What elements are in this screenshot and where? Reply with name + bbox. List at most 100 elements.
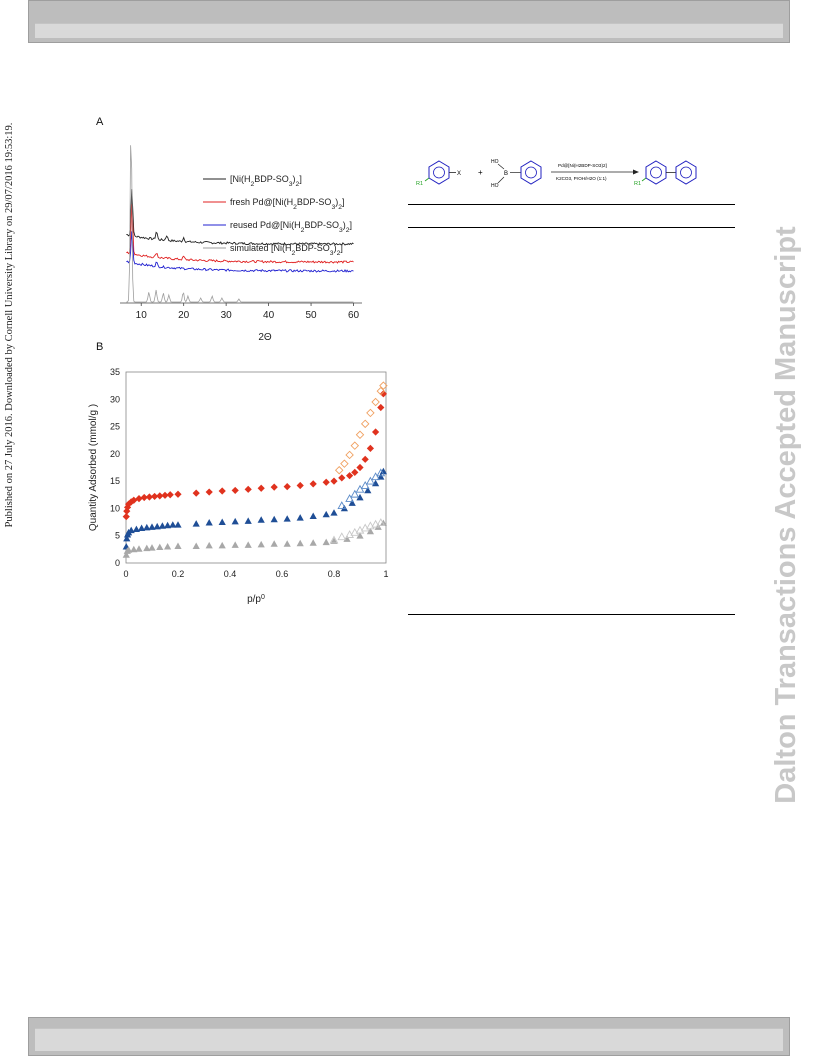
x-tick-label: 20	[178, 310, 190, 321]
isotherm-point-s2	[153, 522, 161, 530]
isotherm-point-s3	[366, 476, 375, 485]
isotherm-point-s0	[330, 477, 338, 485]
isotherm-point-s0	[130, 496, 138, 504]
isotherm-point-s4	[330, 537, 338, 545]
isotherm-point-s2	[340, 504, 348, 512]
benzene-ring	[520, 160, 542, 185]
isotherm-point-s5	[376, 518, 386, 526]
x-tick-label: 0.8	[328, 569, 341, 579]
table-bottom-rule	[408, 614, 735, 615]
benzene-ring	[645, 160, 667, 185]
isotherm-point-s4	[135, 545, 143, 552]
isotherm-point-s2	[372, 479, 380, 487]
footer-bar	[28, 1017, 790, 1056]
isotherm-point-s1	[360, 419, 370, 429]
isotherm-point-s4	[218, 541, 226, 549]
isotherm-point-s4	[125, 546, 133, 553]
isotherm-point-s0	[145, 493, 153, 501]
isotherm-point-s2	[231, 517, 239, 525]
isotherm-point-s4	[192, 542, 200, 549]
isotherm-point-s1	[350, 441, 360, 450]
isotherm-point-s2	[192, 520, 200, 527]
isotherm-point-s4	[130, 545, 138, 553]
x-tick-label: 1	[383, 569, 388, 579]
legend-label: [Ni(H2BDP-SO3)2]	[230, 174, 302, 188]
isotherm-point-s2	[218, 518, 226, 525]
table-top-rule	[408, 204, 735, 205]
isotherm-point-s2	[244, 517, 252, 524]
isotherm-point-s4	[356, 532, 364, 539]
isotherm-point-s0	[338, 474, 346, 482]
legend-label: simulated [Ni(H2BDP-SO3)2]	[230, 243, 343, 257]
isotherm-point-s2	[205, 519, 213, 526]
boron-label: B	[504, 171, 508, 177]
xrd-chart: 10 20 30 40 50 60 2Θ [Ni(H2BDP-SO3)2] fresh Pd@…	[120, 145, 362, 343]
isotherm-point-s0	[296, 481, 304, 490]
bond-b-top	[497, 163, 505, 170]
table-header-rule	[408, 227, 735, 228]
y-tick-label: 20	[110, 449, 120, 459]
isotherm-point-s0	[356, 463, 364, 472]
isotherm-point-s0	[366, 444, 374, 452]
legend-label: reused Pd@[Ni(H2BDP-SO3)2]	[230, 220, 352, 234]
aryl-halide: X R1	[416, 160, 461, 187]
x-tick-label: 0	[123, 569, 128, 579]
isotherm-point-s0	[205, 488, 213, 496]
isotherm-point-s2	[169, 521, 177, 528]
isotherm-point-s4	[343, 535, 351, 542]
isotherm-point-s3	[371, 472, 380, 481]
isotherm-point-s0	[151, 492, 159, 501]
isotherm-point-s5	[366, 521, 375, 530]
isotherm-point-s3	[376, 468, 386, 477]
isotherm-point-s0	[127, 498, 135, 506]
isotherm-point-s0	[351, 468, 359, 477]
isotherm-point-s4	[122, 551, 130, 558]
x-tick-label: 10	[136, 310, 148, 321]
xrd-series-2	[126, 231, 354, 273]
isotherm-point-s0	[361, 455, 369, 463]
plus-sign: +	[478, 168, 483, 177]
isotherm-point-s4	[309, 539, 317, 546]
isotherm-point-s2	[379, 467, 387, 475]
isotherm-point-s0	[135, 495, 143, 503]
isotherm-point-s1	[366, 408, 375, 418]
isotherm-point-s0	[270, 483, 278, 491]
isotherm-point-s2	[257, 516, 265, 523]
isotherm-point-s0	[161, 491, 169, 499]
isotherm-point-s4	[174, 542, 182, 549]
y-tick-label: 0	[115, 558, 120, 568]
x-tick-label: 0.4	[224, 569, 237, 579]
isotherm-point-s4	[143, 544, 151, 552]
x-tick-label: 60	[348, 310, 360, 321]
isotherm-point-s4	[322, 538, 330, 546]
isotherm-point-s3	[350, 489, 360, 498]
isotherm-point-s1	[379, 381, 388, 390]
isotherm-point-s2	[356, 493, 364, 501]
panel-a-label: A	[96, 116, 104, 128]
plot-frame	[125, 371, 387, 564]
ho-bottom: HO	[491, 183, 499, 189]
arrow-head	[633, 169, 639, 175]
isotherm-point-s0	[346, 472, 354, 480]
x-tick-label: 30	[221, 310, 233, 321]
benzene-ring	[428, 160, 450, 185]
aromatic-circle	[650, 166, 662, 179]
x-tick-label: 50	[305, 310, 317, 321]
isotherm-point-s1	[355, 430, 365, 439]
header-bar-inner	[35, 23, 783, 38]
x-axis-label: 2Θ	[258, 332, 272, 343]
isotherm-point-s1	[371, 397, 380, 407]
isotherm-chart: 0 5 10 15 20 25 30 35 0 0.2 0.4 0.6 0.8 1 p/p0 Quantity…	[88, 367, 389, 605]
isotherm-point-s1	[376, 386, 386, 396]
isotherm-point-s0	[244, 485, 252, 493]
ho-top: HO	[491, 159, 499, 165]
isotherm-point-s4	[257, 540, 265, 548]
isotherm-point-s4	[296, 539, 304, 547]
isotherm-point-s3	[360, 480, 370, 489]
isotherm-point-s3	[345, 494, 354, 502]
isotherm-point-s4	[283, 540, 291, 547]
isotherm-point-s0	[322, 478, 330, 486]
isotherm-point-s4	[374, 523, 382, 530]
aromatic-circle	[680, 166, 692, 179]
isotherm-point-s2	[364, 486, 372, 494]
